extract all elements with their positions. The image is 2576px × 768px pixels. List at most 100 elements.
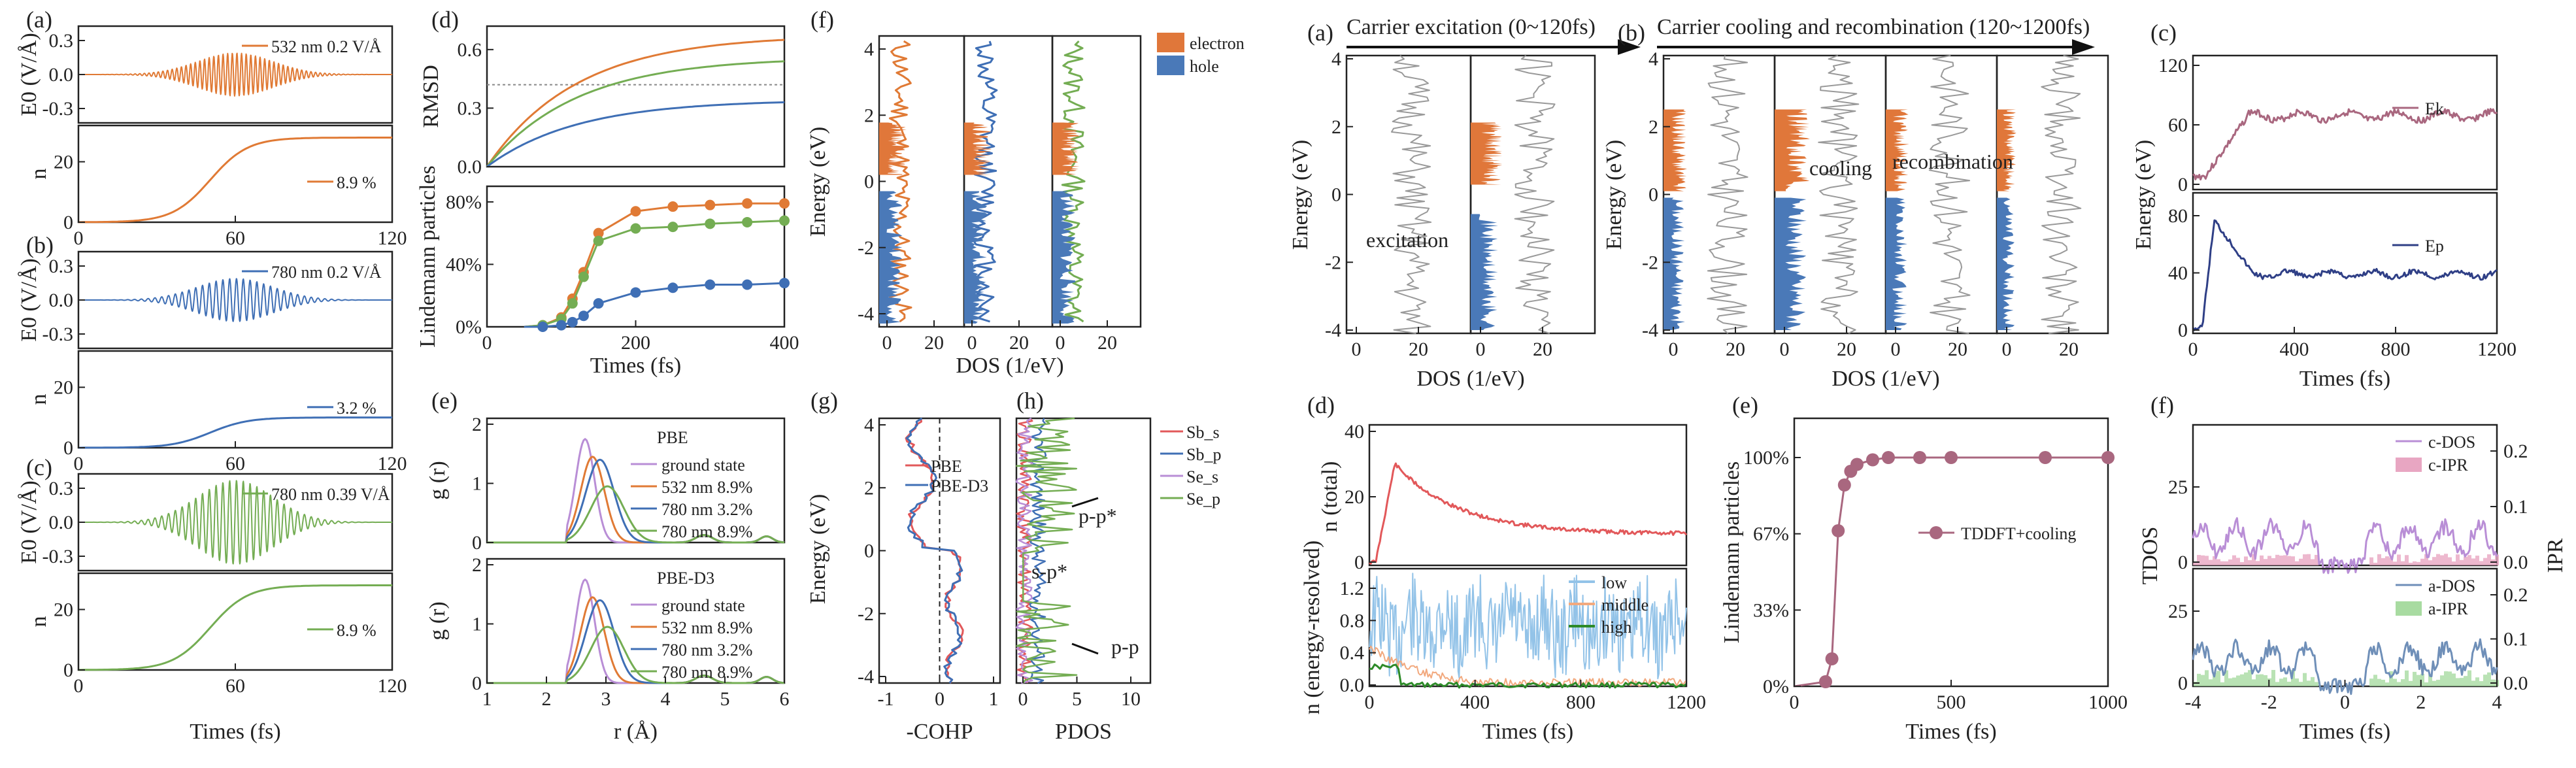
ipr-bar (2405, 555, 2409, 565)
high-curve (1369, 663, 1687, 689)
ipr-bar (2417, 561, 2420, 565)
ipr-bar (2409, 680, 2413, 686)
x-tick-label: 20 (1097, 332, 1117, 354)
dos-subaxes (1345, 54, 1472, 335)
ipr-bar (2479, 561, 2483, 565)
ipr-bar (2283, 555, 2287, 565)
legend-text: 532 nm 8.9% (661, 478, 752, 497)
legend-text: Ek (2425, 99, 2444, 118)
ek-tick: 60 (2168, 114, 2188, 136)
ipr-bar (2464, 676, 2467, 686)
ipr-bar (2224, 561, 2228, 565)
n-total-tick: 0 (1354, 552, 1364, 573)
lindemann-curve (1794, 456, 2108, 688)
legend-text: a-DOS (2428, 576, 2475, 595)
e-field-tick: -0.3 (42, 98, 74, 120)
ipr-bar (2413, 561, 2417, 565)
x-tick-label: 0 (2002, 339, 2012, 360)
x-tick-label: 6 (780, 688, 790, 710)
ipr-bar (2256, 561, 2260, 565)
ipr-bar (2260, 674, 2264, 686)
x-tick-label: 500 (1937, 692, 1966, 713)
legend-text: c-DOS (2428, 433, 2475, 452)
x-tick-label: 60 (226, 227, 245, 249)
lindemann-point (630, 223, 641, 234)
rmsd-curve (486, 101, 785, 168)
arrow-head (1618, 39, 1641, 55)
ipr-bar (2487, 554, 2491, 565)
energy-tick: 2 (864, 477, 874, 499)
hole-fill (1664, 197, 1685, 330)
x-tick-label: 20 (1948, 339, 1967, 360)
sp-star-label: s-p* (1031, 559, 1067, 583)
x-tick-label: 800 (1566, 692, 1596, 713)
x-axis-title: Times (fs) (1482, 720, 1574, 744)
gr-curve (487, 485, 785, 544)
lindemann-point (667, 201, 678, 212)
x-tick-label: 0 (482, 332, 492, 354)
ipr-bar (2432, 557, 2436, 565)
ipr-bar (2193, 562, 2197, 565)
dos-subaxes (1051, 35, 1142, 328)
ipr-bar (2475, 677, 2479, 686)
x-tick-label: 120 (378, 675, 407, 697)
energy-tick: -4 (858, 666, 874, 688)
ipr-bar (2220, 682, 2224, 686)
ipr-bar (2487, 672, 2491, 686)
n-tick: 20 (54, 377, 73, 399)
x-tick-label: 3 (601, 688, 611, 710)
legend-text: 780 nm 8.9% (661, 663, 752, 682)
lindemann-point (537, 322, 548, 332)
ipr-bar (2224, 670, 2228, 686)
energy-tick: -4 (1642, 320, 1658, 341)
x-tick-label: 0 (1352, 339, 1362, 360)
legend-text: Sb_p (1186, 445, 1221, 464)
e-field-oscillation (78, 278, 393, 322)
ipr-bar (2452, 673, 2456, 686)
hole-fill (964, 191, 988, 324)
lindemann-point (705, 279, 716, 290)
ipr-bar (2413, 671, 2417, 686)
ipr-bar (2475, 556, 2479, 565)
rmsd-curve (486, 60, 785, 167)
energy-ylabel: Energy (eV) (2132, 140, 2156, 250)
x-tick-label: 120 (378, 227, 407, 249)
rmsd-axes (486, 25, 786, 168)
lindemann-point (1825, 652, 1839, 665)
panel-title: Carrier cooling and recombination (120~1… (1657, 15, 2090, 39)
legend-text: Ep (2425, 237, 2444, 256)
ipr-bar (2303, 673, 2307, 686)
energy-tick: -2 (858, 603, 874, 625)
legend-text: low (1601, 573, 1627, 592)
legend-text: 780 nm 3.2% (661, 500, 752, 519)
legend-text: Se_p (1186, 490, 1220, 509)
energy-tick: -2 (1642, 252, 1658, 273)
cohp-curve (905, 417, 963, 684)
x-tick-label: 0 (967, 332, 977, 354)
ep-tick: 80 (2168, 205, 2188, 227)
panel-label: (f) (811, 7, 834, 33)
legend-text: middle (1601, 595, 1648, 614)
x-axis-title: r (Å) (614, 720, 658, 744)
lindemann-point (742, 198, 753, 209)
lindemann-curve (524, 220, 785, 328)
x-tick-label: 200 (621, 332, 650, 354)
x-tick-label: 2 (542, 688, 552, 710)
gr-tick: 0 (472, 673, 482, 694)
legend-swatch (1157, 33, 1184, 52)
total-dos-line (1928, 55, 1971, 334)
ipr-tick: 0.2 (2503, 584, 2528, 606)
lindemann-ylabel: Lindemann particles (416, 165, 440, 348)
ipr-bar (2271, 669, 2275, 686)
lindemann-point (2101, 451, 2115, 464)
x-tick-label: -1 (878, 688, 894, 710)
pdos-curve (1016, 417, 1078, 684)
electron-fill (1775, 109, 1810, 192)
ipr-bar (2315, 554, 2318, 565)
tdos-ylabel: TDOS (2138, 527, 2162, 585)
ipr-bar (2385, 682, 2389, 686)
total-dos-line (1707, 55, 1748, 334)
ipr-bar (2381, 680, 2385, 686)
ipr-bar (2389, 671, 2393, 686)
rmsd-curve (486, 39, 785, 167)
